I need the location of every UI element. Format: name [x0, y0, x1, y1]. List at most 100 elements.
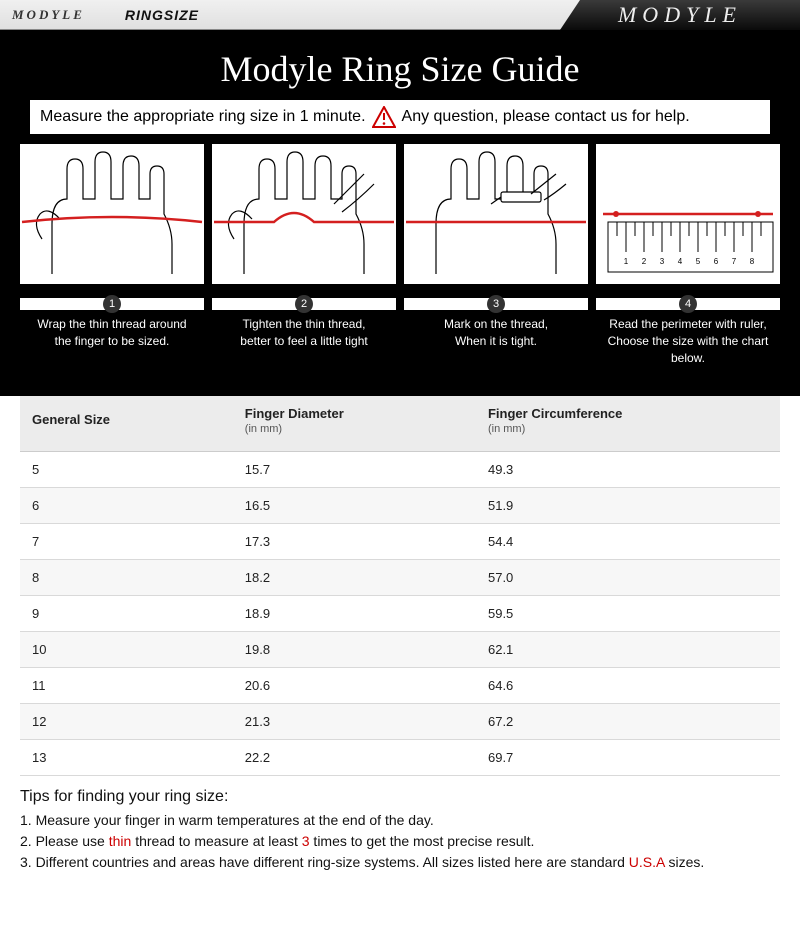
step-image-3	[404, 144, 588, 284]
step-captions: Wrap the thin thread around the finger t…	[0, 316, 800, 380]
step-caption: Tighten the thin thread, better to feel …	[212, 316, 396, 366]
step-numbers: 1 2 3 4	[0, 294, 800, 316]
tips-line-2: 2. Please use thin thread to measure at …	[20, 831, 780, 852]
table-cell: 17.3	[233, 524, 476, 560]
svg-text:2: 2	[642, 257, 647, 266]
table-cell: 9	[20, 596, 233, 632]
table-cell: 64.6	[476, 668, 780, 704]
table-cell: 18.2	[233, 560, 476, 596]
table-cell: 15.7	[233, 452, 476, 488]
tips-text: sizes.	[665, 854, 705, 870]
steps-images: 1 2 3 4 5 6 7 8	[0, 144, 800, 294]
svg-text:6: 6	[714, 257, 719, 266]
table-cell: 67.2	[476, 704, 780, 740]
step-caption-line: Wrap the thin thread around	[20, 316, 204, 333]
table-row: 818.257.0	[20, 560, 780, 596]
step-caption-line: Tighten the thin thread,	[212, 316, 396, 333]
step-image-2	[212, 144, 396, 284]
step-number: 4	[679, 295, 697, 313]
table-cell: 6	[20, 488, 233, 524]
brand-right: MODYLE	[560, 0, 800, 30]
step-caption-line: the finger to be sized.	[20, 333, 204, 350]
table-cell: 49.3	[476, 452, 780, 488]
table-cell: 69.7	[476, 740, 780, 776]
svg-text:5: 5	[696, 257, 701, 266]
table-cell: 22.2	[233, 740, 476, 776]
table-row: 1322.269.7	[20, 740, 780, 776]
step-caption: Wrap the thin thread around the finger t…	[20, 316, 204, 366]
step-num-bar: 1	[20, 298, 204, 310]
table-cell: 7	[20, 524, 233, 560]
svg-text:3: 3	[660, 257, 665, 266]
table-cell: 54.4	[476, 524, 780, 560]
step-caption: Mark on the thread, When it is tight.	[404, 316, 588, 366]
svg-text:7: 7	[732, 257, 737, 266]
table-row: 515.749.3	[20, 452, 780, 488]
table-row: 1221.367.2	[20, 704, 780, 740]
page-title: Modyle Ring Size Guide	[0, 48, 800, 90]
table-cell: 19.8	[233, 632, 476, 668]
tips-section: Tips for finding your ring size: 1. Meas…	[0, 776, 800, 891]
table-cell: 5	[20, 452, 233, 488]
step-caption-line: better to feel a little tight	[212, 333, 396, 350]
step-caption-line: Read the perimeter with ruler,	[596, 316, 780, 333]
size-table-wrap: General Size Finger Diameter (in mm) Fin…	[0, 396, 800, 776]
tips-text: times to get the most precise result.	[310, 833, 535, 849]
svg-text:8: 8	[750, 257, 755, 266]
col-unit: (in mm)	[245, 423, 464, 435]
table-header: Finger Diameter (in mm)	[233, 396, 476, 452]
table-cell: 21.3	[233, 704, 476, 740]
table-row: 1019.862.1	[20, 632, 780, 668]
table-cell: 12	[20, 704, 233, 740]
table-cell: 8	[20, 560, 233, 596]
table-cell: 10	[20, 632, 233, 668]
table-cell: 20.6	[233, 668, 476, 704]
tips-line-3: 3. Different countries and areas have di…	[20, 852, 780, 873]
tips-red: 3	[302, 833, 310, 849]
step-number: 2	[295, 295, 313, 313]
col-unit: (in mm)	[488, 423, 768, 435]
table-cell: 18.9	[233, 596, 476, 632]
hero-section: Modyle Ring Size Guide Measure the appro…	[0, 30, 800, 396]
col-label: General Size	[32, 412, 110, 427]
table-cell: 11	[20, 668, 233, 704]
table-cell: 62.1	[476, 632, 780, 668]
tips-red: thin	[109, 833, 132, 849]
step-caption-line: Choose the size with the chart below.	[596, 333, 780, 367]
step-image-4: 1 2 3 4 5 6 7 8	[596, 144, 780, 284]
step-number: 3	[487, 295, 505, 313]
table-cell: 16.5	[233, 488, 476, 524]
step-caption-line: Mark on the thread,	[404, 316, 588, 333]
step-image-1	[20, 144, 204, 284]
table-cell: 13	[20, 740, 233, 776]
instruction-bar: Measure the appropriate ring size in 1 m…	[30, 100, 770, 134]
table-row: 918.959.5	[20, 596, 780, 632]
tips-text: thread to measure at least	[131, 833, 301, 849]
tips-title: Tips for finding your ring size:	[20, 788, 780, 806]
table-header: General Size	[20, 396, 233, 452]
tips-red: U.S.A	[629, 854, 665, 870]
step-num-bar: 3	[404, 298, 588, 310]
svg-text:1: 1	[624, 257, 629, 266]
table-row: 1120.664.6	[20, 668, 780, 704]
col-label: Finger Diameter	[245, 406, 344, 421]
step-caption-line: When it is tight.	[404, 333, 588, 350]
table-row: 616.551.9	[20, 488, 780, 524]
alert-icon	[372, 106, 396, 128]
top-bar: MODYLE RINGSIZE MODYLE	[0, 0, 800, 30]
table-cell: 57.0	[476, 560, 780, 596]
svg-text:4: 4	[678, 257, 683, 266]
instruction-right: Any question, please contact us for help…	[402, 108, 690, 126]
brand-left: MODYLE	[0, 7, 85, 23]
step-num-bar: 2	[212, 298, 396, 310]
col-label: Finger Circumference	[488, 406, 622, 421]
table-row: 717.354.4	[20, 524, 780, 560]
table-header: Finger Circumference (in mm)	[476, 396, 780, 452]
table-cell: 51.9	[476, 488, 780, 524]
step-num-bar: 4	[596, 298, 780, 310]
ringsize-label: RINGSIZE	[125, 7, 199, 23]
instruction-left: Measure the appropriate ring size in 1 m…	[40, 108, 366, 126]
step-caption: Read the perimeter with ruler, Choose th…	[596, 316, 780, 366]
tips-text: 3. Different countries and areas have di…	[20, 854, 629, 870]
step-number: 1	[103, 295, 121, 313]
